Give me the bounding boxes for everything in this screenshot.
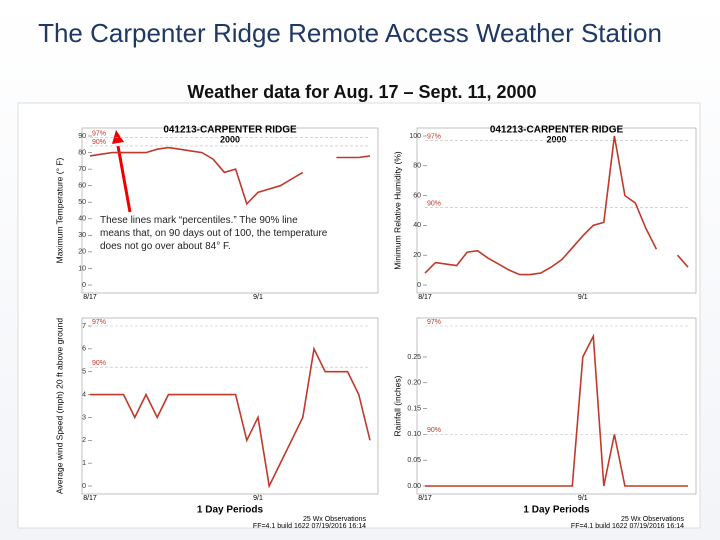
y-axis-label: Average wind Speed (mph) 20 ft above gro… xyxy=(54,318,64,494)
observations-label: 25 Wx Observations xyxy=(621,516,685,523)
period-label: 1 Day Periods xyxy=(523,505,590,516)
plot-area xyxy=(81,317,379,495)
y-tick-label: 0.10 xyxy=(407,431,421,438)
percentile-label: 97% xyxy=(92,130,106,137)
y-tick-label: 0.25 xyxy=(407,354,421,361)
y-tick-label: 3 xyxy=(82,414,86,421)
y-tick-label: 20 xyxy=(78,249,86,256)
data-line xyxy=(90,346,371,489)
y-tick-label: 0 xyxy=(82,282,86,289)
data-line xyxy=(89,146,371,206)
chart-subtitle: 2000 xyxy=(220,134,240,144)
y-tick-label: 0 xyxy=(82,483,86,490)
period-label: 1 Day Periods xyxy=(197,505,264,516)
x-tick-label: 9/1 xyxy=(578,495,588,502)
y-tick-label: 4 xyxy=(82,391,86,398)
y-tick-label: 60 xyxy=(78,183,86,190)
arrow-head xyxy=(112,130,124,144)
y-tick-label: 0.05 xyxy=(407,457,421,464)
y-tick-label: 30 xyxy=(78,232,86,239)
y-axis-label: Rainfall (inches) xyxy=(392,375,402,436)
percentile-label: 97% xyxy=(92,319,106,326)
percentile-label: 90% xyxy=(92,360,106,367)
y-tick-label: 5 xyxy=(82,369,86,376)
chart-title: 041213-CARPENTER RIDGE xyxy=(490,125,624,136)
y-tick-label: 7 xyxy=(82,323,86,330)
y-tick-label: 100 xyxy=(409,133,421,140)
x-tick-label: 9/1 xyxy=(578,294,588,301)
y-axis-label: Maximum Temperature (° F) xyxy=(54,157,64,263)
build-label: FF=4.1 build 1622 07/19/2016 16:14 xyxy=(253,523,366,530)
slide-title: The Carpenter Ridge Remote Access Weathe… xyxy=(38,18,662,48)
data-line xyxy=(424,135,689,276)
annotation: These lines mark “percentiles.” The 90% … xyxy=(100,215,328,252)
chart-title: 041213-CARPENTER RIDGE xyxy=(163,125,297,136)
build-label: FF=4.1 build 1622 07/19/2016 16:14 xyxy=(571,523,684,530)
y-tick-label: 6 xyxy=(82,346,86,353)
x-tick-label: 8/17 xyxy=(418,294,432,301)
plot-area xyxy=(416,317,697,495)
y-tick-label: 60 xyxy=(413,192,421,199)
percentile-label: 97% xyxy=(427,319,441,326)
x-tick-label: 9/1 xyxy=(253,495,263,502)
y-tick-label: 0.00 xyxy=(407,483,421,490)
x-tick-label: 9/1 xyxy=(253,294,263,301)
y-tick-label: 20 xyxy=(413,252,421,259)
y-tick-label: 70 xyxy=(78,166,86,173)
y-tick-label: 40 xyxy=(78,216,86,223)
slide-subtitle: Weather data for Aug. 17 – Sept. 11, 200… xyxy=(187,82,536,102)
y-tick-label: 0.15 xyxy=(407,405,421,412)
percentile-label: 90% xyxy=(92,139,106,146)
plot-area xyxy=(416,127,697,294)
panel xyxy=(17,102,701,529)
percentile-label: 97% xyxy=(427,133,441,140)
y-tick-label: 80 xyxy=(413,163,421,170)
y-tick-label: 0 xyxy=(417,282,421,289)
chart-subtitle: 2000 xyxy=(546,134,566,144)
arrow xyxy=(116,145,132,213)
data-line xyxy=(425,333,688,487)
y-tick-label: 50 xyxy=(78,199,86,206)
plot-area xyxy=(81,127,379,294)
x-tick-label: 8/17 xyxy=(83,294,97,301)
observations-label: 25 Wx Observations xyxy=(303,516,367,523)
x-tick-label: 8/17 xyxy=(83,495,97,502)
y-axis-label: Minimum Relative Humidity (%) xyxy=(392,151,402,270)
percentile-label: 90% xyxy=(427,200,441,207)
y-tick-label: 1 xyxy=(82,460,86,467)
y-tick-label: 90 xyxy=(78,133,86,140)
y-tick-label: 40 xyxy=(413,222,421,229)
y-tick-label: 2 xyxy=(82,437,86,444)
y-tick-label: 0.20 xyxy=(407,380,421,387)
x-tick-label: 8/17 xyxy=(418,495,432,502)
y-tick-label: 10 xyxy=(78,265,86,272)
percentile-label: 90% xyxy=(427,427,441,434)
y-tick-label: 80 xyxy=(78,149,86,156)
